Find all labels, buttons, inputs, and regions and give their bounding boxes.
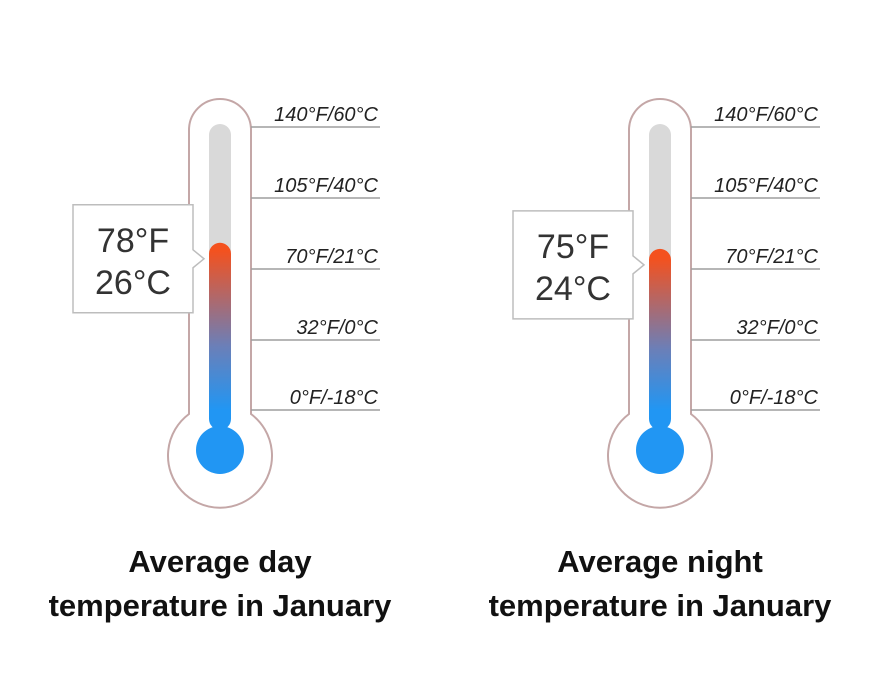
day-mercury-column — [209, 242, 231, 430]
night-mercury-column — [649, 248, 671, 430]
day-readout-box — [72, 204, 206, 314]
day-tick-label: 32°F/0°C — [296, 317, 378, 339]
day-tick-label: 70°F/21°C — [285, 246, 378, 268]
day-title-line-1: Average day — [128, 544, 312, 579]
night-tick-label: 70°F/21°C — [725, 246, 818, 268]
day-chart-title: Average day temperature in January — [0, 540, 440, 628]
night-readout-box — [512, 210, 646, 320]
night-mercury-bulb — [636, 426, 684, 474]
night-title-line-1: Average night — [557, 544, 763, 579]
night-tick-label: 105°F/40°C — [714, 175, 818, 197]
night-tick-label: 0°F/-18°C — [730, 387, 819, 409]
day-tick-label: 140°F/60°C — [274, 104, 378, 126]
day-mercury-bulb — [196, 426, 244, 474]
night-readout-fahrenheit: 75°F — [537, 228, 609, 266]
night-tick-label: 140°F/60°C — [714, 104, 818, 126]
day-tick-label: 105°F/40°C — [274, 175, 378, 197]
night-title-line-2: temperature in January — [488, 588, 832, 623]
day-title-line-2: temperature in January — [48, 588, 392, 623]
night-chart-title: Average night temperature in January — [440, 540, 880, 628]
night-readout-celsius: 24°C — [535, 270, 611, 308]
day-tick-label: 0°F/-18°C — [290, 387, 379, 409]
night-tick-label: 32°F/0°C — [736, 317, 818, 339]
day-readout-celsius: 26°C — [95, 264, 171, 302]
day-readout-fahrenheit: 78°F — [97, 222, 169, 260]
